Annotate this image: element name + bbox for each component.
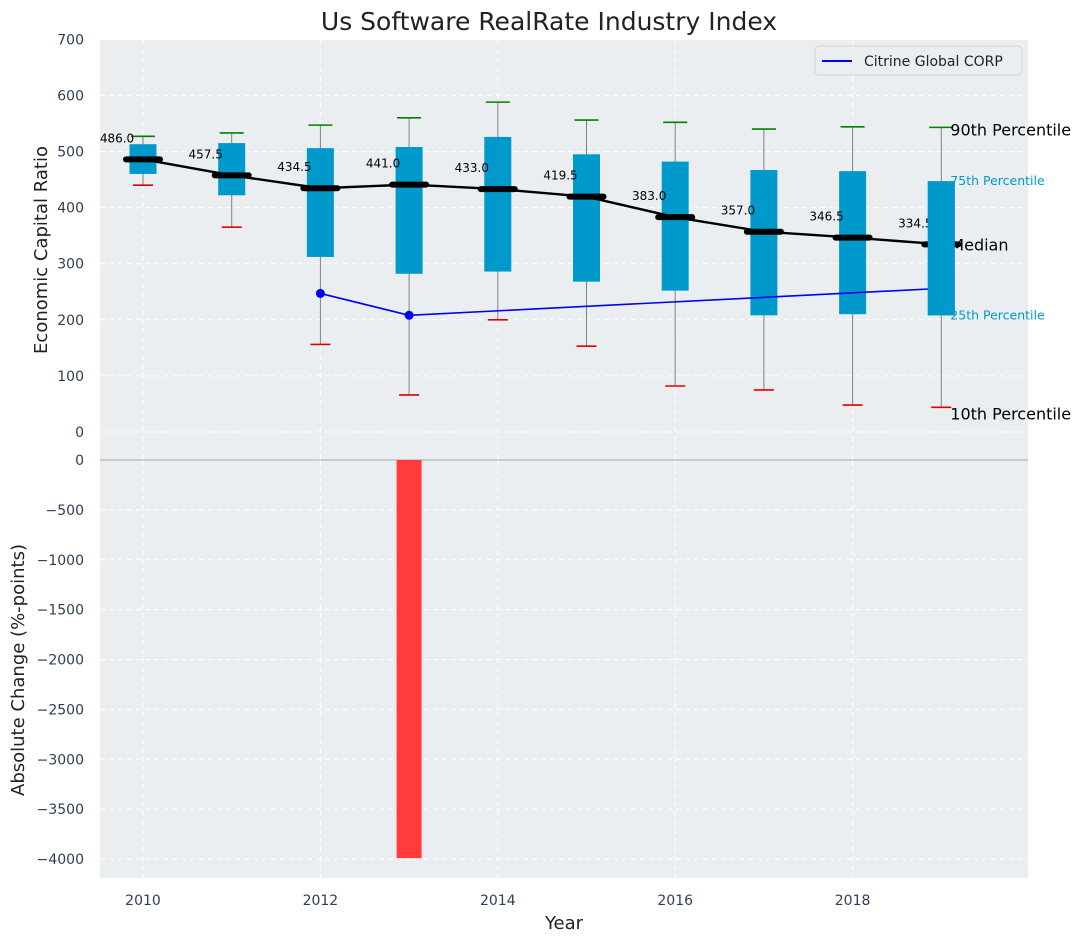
top-y-tick-label: 300 [57,257,84,273]
bottom-y-tick-label: −1500 [37,603,84,619]
median-value-label: 433.0 [455,161,489,175]
bottom-y-tick-label: −3000 [37,752,84,768]
bottom-y-tick-label: −2500 [37,702,84,718]
label-median: Median [950,235,1008,254]
bottom-grid [100,460,1028,878]
iqr-box [661,161,689,291]
x-tick-label: 2010 [125,893,161,909]
top-y-tick-label: 0 [75,425,84,441]
top-plot-area [100,40,1028,460]
iqr-box [573,154,600,282]
iqr-box [750,170,778,316]
top-y-axis-label: Economic Capital Ratio [31,146,52,354]
top-y-tick-label: 200 [57,313,84,329]
top-y-tick-label: 700 [57,32,84,48]
x-tick-label: 2012 [303,893,339,909]
company-point [404,310,414,320]
bottom-y-tick-label: −3500 [37,802,84,818]
median-value-labels: 486.0 457.5 434.5 441.0 433.0 419.5 383.0 357.0… [100,131,933,230]
iqr-box [395,147,423,274]
change-bar [396,460,422,859]
bottom-panel: 0 −500 −1000 −1500 −2000 −2500 −3000 −3500 −4000… [8,453,1028,934]
company-point [315,288,325,298]
label-90th-percentile: 90th Percentile [950,120,1071,139]
bottom-y-tick-label: −4000 [37,852,84,868]
top-y-tick-label: 500 [57,145,84,161]
legend-box [814,45,1023,76]
chart-title: Us Software RealRate Industry Index [321,7,777,36]
median-value-label: 334.5 [898,216,932,230]
bottom-plot-area [100,460,1028,878]
bottom-y-tick-label: −1000 [37,553,84,569]
box-overlay [927,181,955,316]
x-axis-label: Year [544,913,584,934]
median-value-label: 357.0 [721,204,755,218]
x-ticks: 2010 2012 2014 2016 2018 [125,893,870,909]
iqr-box [218,143,246,196]
change-bars [396,460,422,859]
median-value-label: 434.5 [277,160,311,174]
label-10th-percentile: 10th Percentile [950,404,1071,423]
percentile-labels: 90th Percentile 75th Percentile Median 25th… [927,120,1071,423]
legend-company-label: Citrine Global CORP [864,54,1003,70]
top-y-tick-label: 600 [57,88,84,104]
top-panel: 0 100 200 300 400 500 600 700 486.0 457.5 434.5 44… [31,7,1071,460]
median-value-label: 383.0 [632,189,666,203]
median-value-label: 346.5 [809,210,843,224]
median-value-label: 441.0 [366,157,400,171]
x-tick-label: 2018 [835,893,871,909]
top-y-tick-label: 400 [57,201,84,217]
median-value-label: 419.5 [543,169,577,183]
bottom-y-axis-label: Absolute Change (%-points) [8,544,29,796]
median-value-label: 486.0 [100,131,134,145]
bottom-y-tick-label: −500 [46,503,84,519]
median-trend-line [142,158,942,246]
label-75th-percentile: 75th Percentile [950,173,1045,188]
bottom-y-tick-label: −2000 [37,653,84,669]
top-y-ticks: 0 100 200 300 400 500 600 700 [57,32,84,441]
median-value-label: 457.5 [189,147,223,161]
x-tick-label: 2014 [480,893,516,909]
iqr-box [306,148,334,257]
top-y-tick-label: 100 [57,369,84,385]
iqr-box [839,171,867,315]
label-25th-percentile: 25th Percentile [950,307,1045,322]
bottom-y-tick-label: 0 [75,453,84,469]
legend: Citrine Global CORP [814,45,1023,76]
iqr-box [484,136,512,272]
bottom-y-ticks: 0 −500 −1000 −1500 −2000 −2500 −3000 −3500 −4000 [37,453,84,868]
x-tick-label: 2016 [657,893,693,909]
